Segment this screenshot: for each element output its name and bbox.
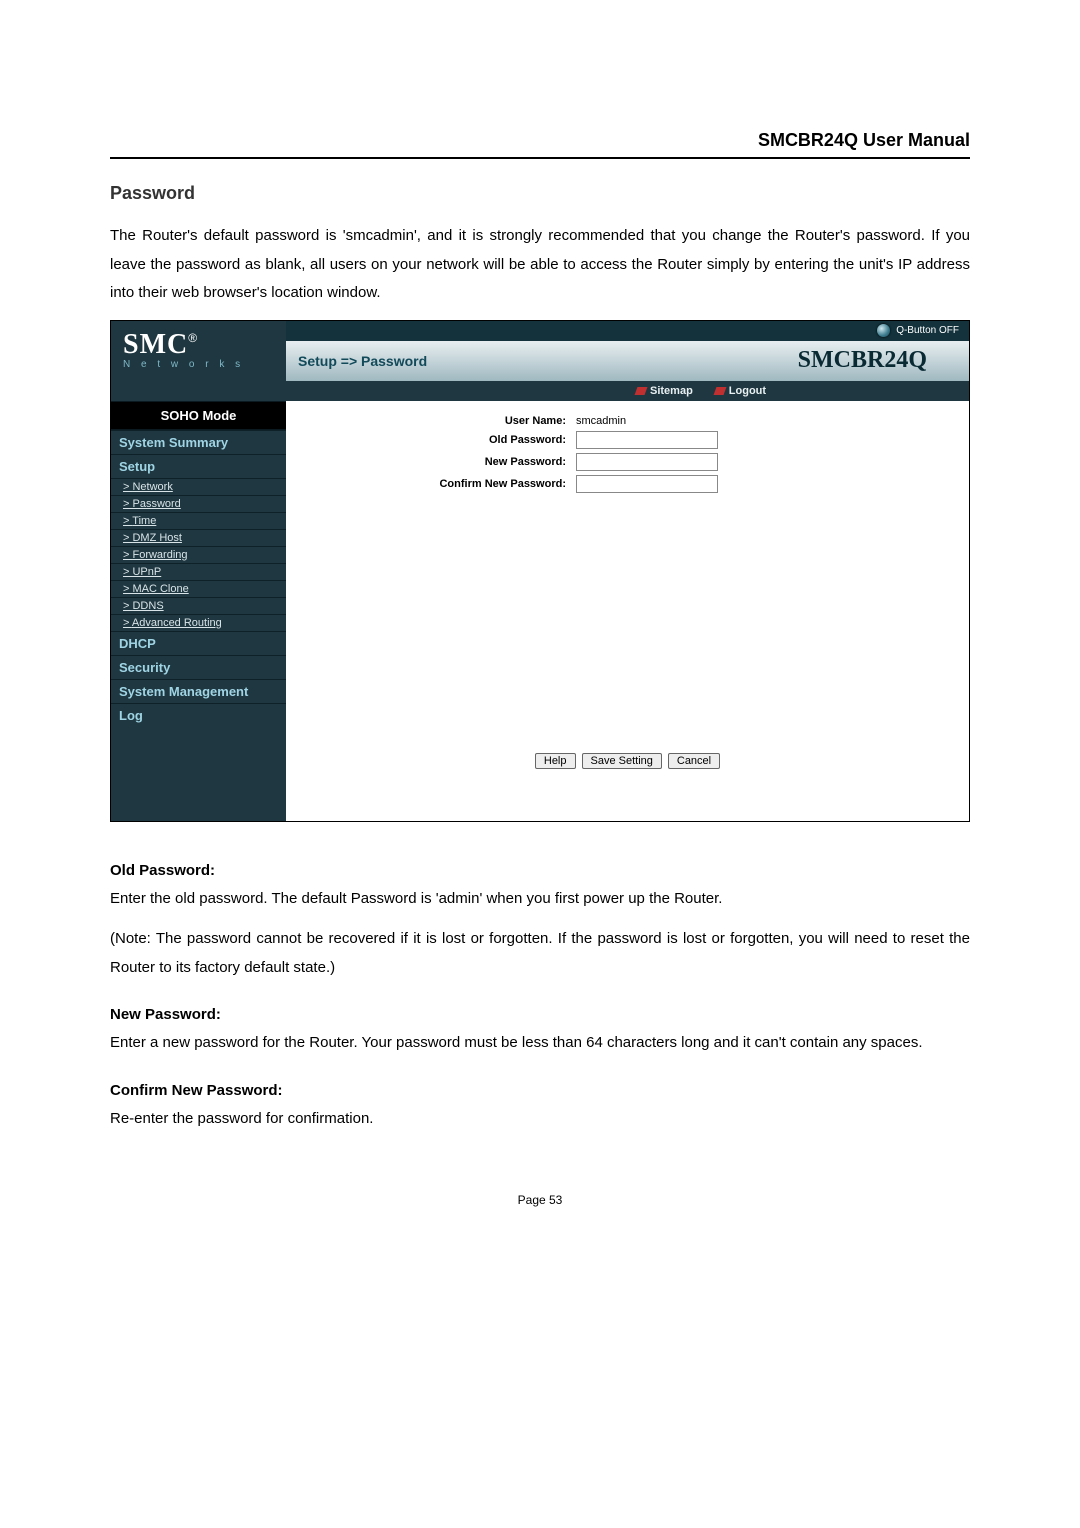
oldpw-input[interactable] [576, 431, 718, 449]
router-screenshot: SMC® N e t w o r k s Q-Button OFF Setup … [110, 320, 970, 822]
username-label: User Name: [306, 415, 576, 427]
save-button[interactable]: Save Setting [582, 753, 662, 769]
sidebar-item-upnp[interactable]: > UPnP [111, 563, 286, 580]
sidebar-item-forwarding[interactable]: > Forwarding [111, 546, 286, 563]
oldpw-label: Old Password: [306, 434, 576, 446]
sidebar-mode: SOHO Mode [111, 401, 286, 430]
oldpw-text1: Enter the old password. The default Pass… [110, 885, 970, 914]
newpw-label: New Password: [306, 456, 576, 468]
cancel-button[interactable]: Cancel [668, 753, 720, 769]
sitemap-icon [635, 387, 648, 395]
logo-subtext: N e t w o r k s [123, 359, 274, 370]
page-number: Page 53 [110, 1193, 970, 1207]
sidebar-item-advrouting[interactable]: > Advanced Routing [111, 614, 286, 631]
breadcrumb: Setup => Password [298, 353, 427, 369]
sidebar-item-time[interactable]: > Time [111, 512, 286, 529]
help-button[interactable]: Help [535, 753, 576, 769]
doc-header: SMCBR24Q User Manual [110, 130, 970, 159]
confirm-heading: Confirm New Password: [110, 1082, 970, 1099]
confirm-text: Re-enter the password for confirmation. [110, 1105, 970, 1134]
section-title: Password [110, 183, 970, 204]
logout-icon [713, 387, 726, 395]
logout-link[interactable]: Logout [715, 385, 766, 397]
username-value: smcadmin [576, 415, 626, 427]
newpw-heading: New Password: [110, 1006, 970, 1023]
content-panel: User Name: smcadmin Old Password: New Pa… [286, 401, 969, 821]
oldpw-heading: Old Password: [110, 862, 970, 879]
sitemap-link[interactable]: Sitemap [636, 385, 693, 397]
oldpw-text2: (Note: The password cannot be recovered … [110, 925, 970, 982]
qbutton-label: Q-Button OFF [896, 325, 959, 336]
sidebar-item-sysmgmt[interactable]: System Management [111, 679, 286, 703]
sidebar-item-security[interactable]: Security [111, 655, 286, 679]
sidebar-item-setup[interactable]: Setup [111, 454, 286, 478]
qbutton-icon[interactable] [877, 324, 890, 337]
logo-reg: ® [188, 331, 197, 345]
confirmpw-input[interactable] [576, 475, 718, 493]
sidebar-item-log[interactable]: Log [111, 703, 286, 727]
sidebar-item-network[interactable]: > Network [111, 478, 286, 495]
sidebar-item-macclone[interactable]: > MAC Clone [111, 580, 286, 597]
sidebar-item-dmzhost[interactable]: > DMZ Host [111, 529, 286, 546]
logo-panel: SMC® N e t w o r k s [111, 321, 286, 401]
sidebar-item-dhcp[interactable]: DHCP [111, 631, 286, 655]
newpw-text: Enter a new password for the Router. You… [110, 1029, 970, 1058]
sidebar-item-system-summary[interactable]: System Summary [111, 430, 286, 454]
model-name: SMCBR24Q [798, 347, 927, 374]
sidebar-item-password[interactable]: > Password [111, 495, 286, 512]
sidebar-item-ddns[interactable]: > DDNS [111, 597, 286, 614]
newpw-input[interactable] [576, 453, 718, 471]
sidebar: SOHO Mode System Summary Setup > Network… [111, 401, 286, 821]
intro-text: The Router's default password is 'smcadm… [110, 222, 970, 308]
logo-text: SMC [123, 329, 188, 360]
confirmpw-label: Confirm New Password: [306, 478, 576, 490]
